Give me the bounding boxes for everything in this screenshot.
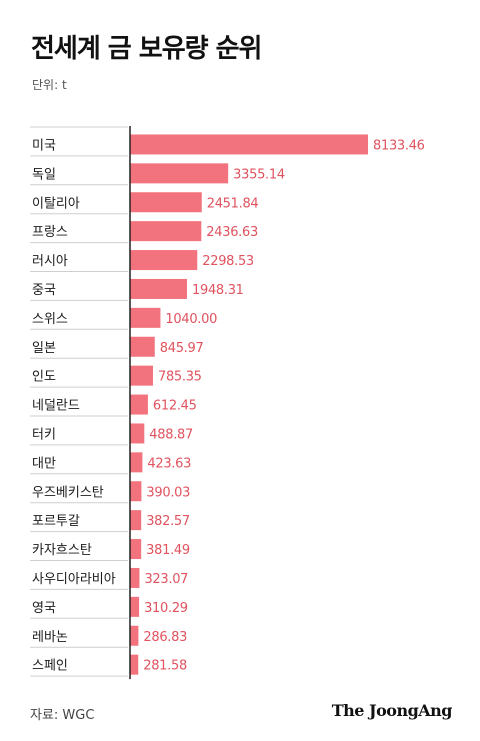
value-label: 488.87	[149, 427, 193, 442]
value-label: 286.83	[143, 630, 187, 645]
category-label: 터키	[32, 427, 56, 442]
bar	[130, 481, 142, 502]
value-label: 423.63	[147, 456, 191, 471]
unit-label: 단위: t	[32, 78, 67, 92]
bar	[130, 625, 139, 646]
source-label: 자료: WGC	[30, 708, 95, 723]
category-label: 카자흐스탄	[32, 543, 92, 558]
value-label: 323.07	[144, 572, 188, 587]
value-label: 612.45	[153, 399, 197, 414]
category-label: 중국	[32, 283, 56, 298]
value-label: 310.29	[144, 601, 188, 616]
value-label: 390.03	[146, 485, 190, 500]
bar	[130, 336, 155, 357]
brand-logo: The JoongAng	[331, 701, 453, 720]
category-label: 영국	[32, 601, 56, 616]
bar	[130, 163, 229, 184]
bar	[130, 596, 140, 617]
bar	[130, 365, 153, 386]
category-label: 러시아	[32, 254, 68, 269]
value-label: 2298.53	[202, 254, 254, 269]
value-label: 1948.31	[192, 283, 244, 298]
value-label: 785.35	[158, 370, 202, 385]
bar	[130, 567, 140, 588]
category-label: 대만	[32, 456, 56, 471]
category-label: 일본	[32, 341, 56, 356]
value-label: 1040.00	[165, 312, 217, 327]
value-label: 8133.46	[373, 138, 425, 153]
category-label: 이탈리아	[32, 196, 80, 211]
bar	[130, 452, 143, 473]
bar	[130, 510, 142, 531]
category-label: 독일	[32, 167, 56, 182]
category-label: 사우디아라비아	[32, 572, 116, 587]
category-label: 네덜란드	[32, 399, 80, 414]
value-label: 845.97	[160, 341, 204, 356]
category-label: 레바논	[32, 630, 68, 645]
bar	[130, 134, 368, 155]
bar	[130, 192, 202, 213]
chart-title: 전세계 금 보유량 순위	[31, 34, 262, 64]
value-label: 382.57	[146, 514, 190, 529]
bar	[130, 394, 148, 415]
bar	[130, 278, 188, 299]
value-label: 3355.14	[233, 167, 285, 182]
value-label: 2436.63	[206, 225, 258, 240]
category-label: 프랑스	[32, 225, 68, 240]
category-label: 포르투갈	[32, 514, 80, 529]
category-label: 스페인	[32, 659, 68, 674]
bar	[130, 423, 145, 444]
category-label: 스위스	[32, 312, 68, 327]
value-label: 281.58	[143, 659, 187, 674]
category-label: 우즈베키스탄	[32, 485, 104, 500]
value-label: 2451.84	[207, 196, 259, 211]
category-label: 미국	[32, 138, 56, 153]
bar	[130, 250, 198, 271]
bar	[130, 539, 142, 560]
bar	[130, 307, 161, 328]
value-label: 381.49	[146, 543, 190, 558]
bar	[130, 654, 139, 675]
bar	[130, 221, 202, 242]
category-label: 인도	[32, 370, 56, 385]
